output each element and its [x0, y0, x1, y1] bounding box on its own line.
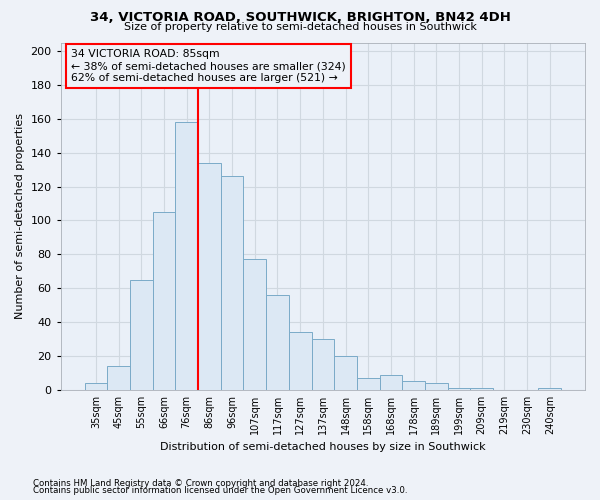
Bar — [175, 122, 198, 390]
Bar — [130, 280, 152, 390]
X-axis label: Distribution of semi-detached houses by size in Southwick: Distribution of semi-detached houses by … — [160, 442, 485, 452]
Bar — [357, 378, 380, 390]
Bar — [402, 382, 425, 390]
Text: 34, VICTORIA ROAD, SOUTHWICK, BRIGHTON, BN42 4DH: 34, VICTORIA ROAD, SOUTHWICK, BRIGHTON, … — [89, 11, 511, 24]
Bar — [152, 212, 175, 390]
Bar — [107, 366, 130, 390]
Bar — [380, 374, 402, 390]
Y-axis label: Number of semi-detached properties: Number of semi-detached properties — [15, 113, 25, 319]
Bar — [311, 339, 334, 390]
Bar — [266, 295, 289, 390]
Bar — [448, 388, 470, 390]
Bar — [289, 332, 311, 390]
Bar — [470, 388, 493, 390]
Bar — [198, 163, 221, 390]
Bar — [85, 383, 107, 390]
Text: Size of property relative to semi-detached houses in Southwick: Size of property relative to semi-detach… — [124, 22, 476, 32]
Bar — [221, 176, 244, 390]
Bar — [538, 388, 561, 390]
Text: 34 VICTORIA ROAD: 85sqm
← 38% of semi-detached houses are smaller (324)
62% of s: 34 VICTORIA ROAD: 85sqm ← 38% of semi-de… — [71, 50, 346, 82]
Text: Contains HM Land Registry data © Crown copyright and database right 2024.: Contains HM Land Registry data © Crown c… — [33, 478, 368, 488]
Bar — [244, 260, 266, 390]
Text: Contains public sector information licensed under the Open Government Licence v3: Contains public sector information licen… — [33, 486, 407, 495]
Bar — [425, 383, 448, 390]
Bar — [334, 356, 357, 390]
